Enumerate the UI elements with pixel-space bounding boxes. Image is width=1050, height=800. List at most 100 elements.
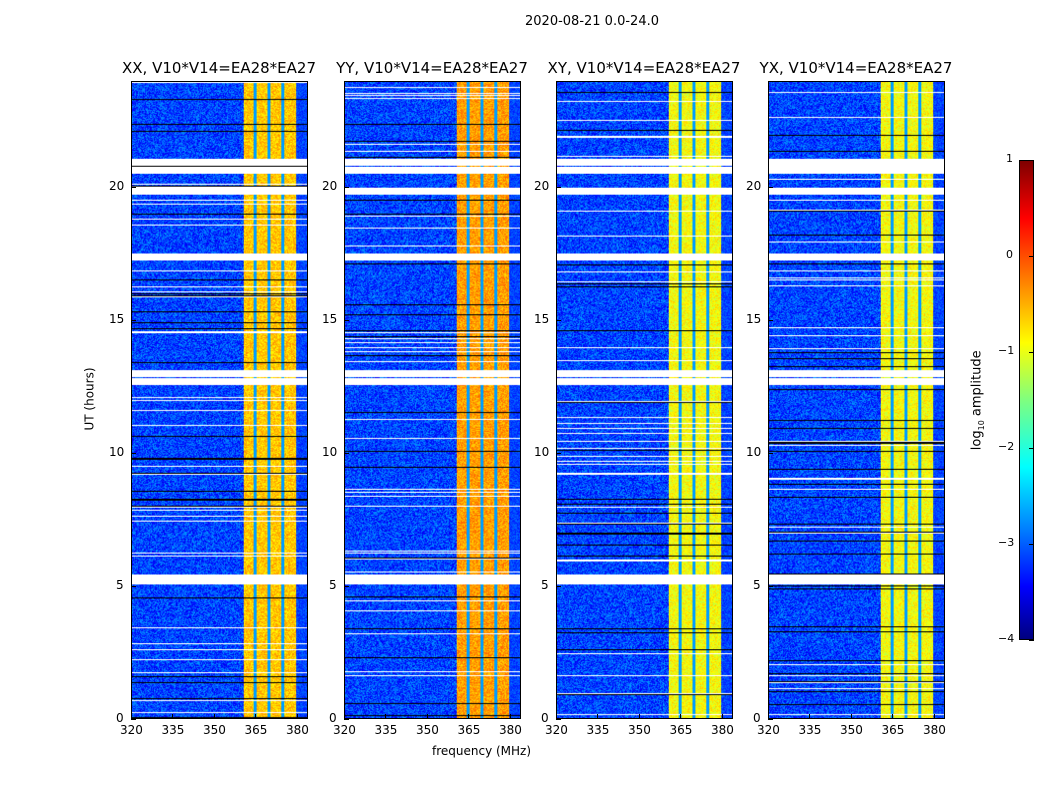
y-tick-label: 20: [322, 179, 338, 194]
x-tick-label: 350: [839, 723, 863, 737]
x-tick-label: 350: [627, 723, 651, 737]
colorbar-tick-mark: [1029, 352, 1034, 353]
y-tick-mark: [768, 586, 773, 588]
y-tick-mark: [556, 320, 561, 322]
y-tick-label: 5: [541, 578, 549, 593]
panel-title: YX, V10*V14=EA28*EA27: [759, 59, 953, 77]
y-tick-mark: [768, 187, 773, 189]
colorbar-label: log10 amplitude: [970, 350, 987, 450]
y-tick-mark: [131, 187, 136, 189]
y-tick-mark: [131, 320, 136, 322]
colorbar-tick-label: 0: [1006, 248, 1013, 261]
y-tick-mark: [344, 320, 349, 322]
panel-title: YY, V10*V14=EA28*EA27: [336, 59, 528, 77]
colorbar-tick-mark: [1029, 160, 1034, 161]
colorbar-tick-label: 1: [1006, 152, 1013, 165]
x-tick-label: 365: [669, 723, 693, 737]
x-tick-mark: [385, 714, 387, 719]
y-tick-mark: [556, 719, 561, 720]
heatmap-image: [345, 82, 520, 718]
colorbar-label-sub: 10: [977, 420, 987, 431]
x-tick-label: 320: [120, 723, 143, 737]
colorbar-tick-mark: [1029, 448, 1034, 449]
y-tick-mark: [556, 453, 561, 455]
y-tick-label: 0: [116, 711, 124, 725]
y-tick-label: 15: [322, 312, 338, 327]
colorbar-label-rest: amplitude: [969, 350, 985, 421]
x-tick-label: 380: [710, 723, 734, 737]
colorbar-tick-label: −4: [998, 632, 1015, 645]
heatmap-panel: [768, 81, 945, 719]
y-tick-label: 10: [322, 445, 338, 460]
x-tick-mark: [721, 714, 723, 719]
y-tick-label: 5: [116, 578, 124, 593]
y-tick-mark: [768, 719, 773, 720]
x-tick-label: 365: [881, 723, 905, 737]
y-tick-label: 5: [329, 578, 337, 593]
x-tick-label: 380: [498, 723, 522, 737]
y-tick-mark: [344, 719, 349, 720]
x-axis-label: frequency (MHz): [432, 744, 532, 758]
x-tick-mark: [768, 714, 769, 719]
x-tick-label: 365: [457, 723, 481, 737]
y-tick-mark: [131, 586, 136, 588]
y-tick-mark: [768, 320, 773, 322]
x-tick-label: 335: [161, 723, 185, 737]
y-tick-mark: [131, 453, 136, 455]
x-tick-mark: [255, 714, 257, 719]
y-tick-mark: [344, 586, 349, 588]
panel-title: XX, V10*V14=EA28*EA27: [121, 59, 316, 77]
x-tick-mark: [809, 714, 811, 719]
heatmap-panel: [131, 81, 308, 719]
y-tick-label: 15: [746, 312, 762, 327]
colorbar-tick-mark: [1029, 256, 1034, 257]
x-tick-mark: [213, 714, 215, 719]
x-tick-mark: [556, 714, 557, 719]
x-tick-label: 350: [415, 723, 439, 737]
x-tick-label: 320: [757, 723, 780, 737]
y-tick-label: 10: [746, 445, 762, 460]
x-tick-label: 380: [922, 723, 946, 737]
colorbar-tick-mark: [1029, 640, 1034, 641]
y-tick-mark: [131, 719, 136, 720]
y-tick-label: 15: [109, 312, 125, 327]
x-tick-label: 380: [285, 723, 309, 737]
x-tick-label: 335: [586, 723, 610, 737]
x-tick-mark: [850, 714, 852, 719]
x-tick-mark: [933, 714, 935, 719]
panel-title: XY, V10*V14=EA28*EA27: [547, 59, 741, 77]
x-tick-mark: [509, 714, 511, 719]
suptitle: 2020-08-21 0.0-24.0: [525, 14, 659, 29]
y-tick-label: 20: [534, 179, 550, 194]
heatmap-panel: [344, 81, 521, 719]
heatmap-panel: [556, 81, 733, 719]
x-tick-mark: [892, 714, 894, 719]
y-tick-label: 0: [541, 711, 549, 725]
y-axis-label: UT (hours): [82, 367, 97, 431]
x-tick-mark: [468, 714, 470, 719]
x-tick-label: 320: [333, 723, 356, 737]
x-tick-label: 335: [798, 723, 822, 737]
y-tick-mark: [556, 187, 561, 189]
y-tick-mark: [768, 453, 773, 455]
y-tick-label: 20: [746, 179, 762, 194]
colorbar-tick-label: −2: [998, 440, 1015, 453]
x-tick-label: 335: [374, 723, 398, 737]
y-tick-label: 0: [753, 711, 761, 725]
x-tick-label: 320: [545, 723, 568, 737]
heatmap-image: [557, 82, 732, 718]
colorbar-tick-label: −3: [998, 536, 1015, 549]
x-tick-mark: [426, 714, 428, 719]
x-tick-mark: [680, 714, 682, 719]
y-tick-label: 0: [329, 711, 337, 725]
y-tick-label: 15: [534, 312, 550, 327]
x-tick-mark: [638, 714, 640, 719]
heatmap-image: [769, 82, 944, 718]
colorbar-tick-label: −1: [998, 344, 1015, 357]
x-tick-mark: [172, 714, 174, 719]
y-tick-mark: [344, 187, 349, 189]
heatmap-image: [132, 82, 307, 718]
x-tick-mark: [131, 714, 132, 719]
y-tick-label: 10: [534, 445, 550, 460]
x-tick-label: 365: [244, 723, 268, 737]
